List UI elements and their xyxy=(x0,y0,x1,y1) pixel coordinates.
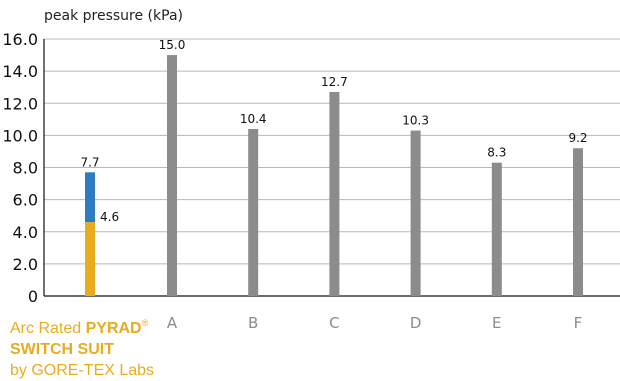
data-label-c: 12.7 xyxy=(321,75,348,89)
data-label-base: 4.6 xyxy=(100,210,119,224)
data-label-b: 10.4 xyxy=(240,112,267,126)
category-label-b: B xyxy=(248,314,258,332)
y-tick-label: 12.0 xyxy=(2,94,38,113)
bar-d xyxy=(410,130,421,296)
category-label-f: F xyxy=(574,314,583,332)
data-label-e: 8.3 xyxy=(487,146,506,160)
data-label-total: 7.7 xyxy=(80,155,99,169)
category-label-e: E xyxy=(492,314,501,332)
category-label-a: A xyxy=(167,314,178,332)
stacked-bar-segment-top xyxy=(85,172,95,223)
bar-c xyxy=(329,92,340,296)
stacked-bar-segment-base xyxy=(85,222,95,296)
bar-a xyxy=(167,55,177,296)
y-tick-label: 2.0 xyxy=(13,255,38,274)
bar-b xyxy=(248,128,259,296)
y-tick-label: 8.0 xyxy=(13,159,38,178)
first-category-label: Arc Rated PYRAD® SWITCH SUIT by GORE-TEX… xyxy=(10,313,154,381)
data-label-d: 10.3 xyxy=(402,114,429,128)
category-label-d: D xyxy=(410,314,422,332)
registered-mark: ® xyxy=(141,318,149,328)
y-tick-label: 0 xyxy=(28,287,38,306)
y-tick-label: 10.0 xyxy=(2,126,38,145)
bar-chart: 16.0 14.0 12.0 10.0 8.0 6.0 4.0 2.0 0 4.6 7.7 15.0 A… xyxy=(2,30,620,332)
first-category-prefix: Arc Rated xyxy=(10,320,86,337)
y-tick-label: 6.0 xyxy=(13,191,38,210)
category-label-c: C xyxy=(329,314,339,332)
data-label-a: 15.0 xyxy=(159,38,186,52)
y-tick-label: 16.0 xyxy=(2,30,38,49)
data-label-f: 9.2 xyxy=(568,131,587,145)
y-tick-label: 4.0 xyxy=(13,223,38,242)
first-category-maker: by GORE-TEX Labs xyxy=(10,362,155,379)
bar-e xyxy=(491,162,502,296)
first-category-product: SWITCH SUIT xyxy=(10,341,114,358)
y-axis-title: peak pressure (kPa) xyxy=(44,8,183,24)
first-category-brand: PYRAD xyxy=(85,320,142,337)
bar-f xyxy=(573,148,583,296)
y-tick-label: 14.0 xyxy=(2,62,38,81)
